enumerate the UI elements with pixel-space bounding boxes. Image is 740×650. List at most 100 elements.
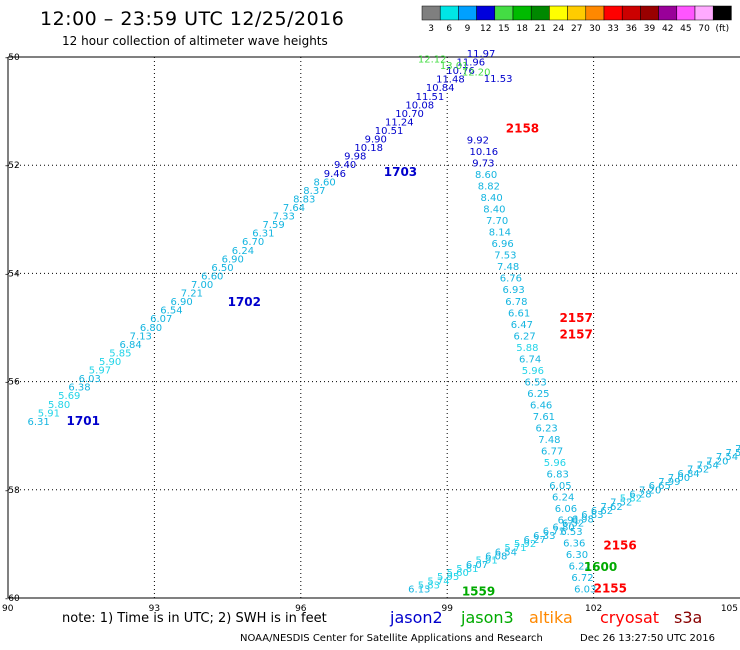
wave-label-track-d: 12.20 [462,67,491,78]
wave-label-track-a: 6.54 [160,306,182,317]
x-tick-label: 102 [585,604,602,614]
pass-time-label: 1703 [384,165,417,179]
legend-swatch [621,5,641,21]
wave-label-track-b: 5.96 [544,458,566,469]
wave-label-track-a: 7.13 [130,331,152,342]
legend-swatch [640,5,659,21]
wave-label-track-b: 7.61 [533,412,555,423]
generation-timestamp: Dec 26 13:27:50 UTC 2016 [580,633,715,644]
legend-swatch [676,5,696,21]
wave-label-track-b: 9.73 [472,159,494,170]
wave-label-track-b: 7.48 [497,262,519,273]
wave-label-track-c: 7.99 [658,477,680,488]
x-tick-label: 105 [721,604,738,614]
wave-label-track-a: 10.84 [426,83,455,94]
wave-label-track-a: 9.40 [334,160,356,171]
wave-label-track-c: 6.52 [562,518,584,529]
wave-label-track-c: 6.71 [543,527,565,538]
pass-time-label: 2155 [594,582,627,596]
wave-label-track-d: 11.53 [484,74,513,85]
wave-label-track-b: 6.74 [519,354,541,365]
wave-label-track-b: 6.83 [547,469,569,480]
wave-label-track-a: 9.98 [344,152,366,163]
pass-time-label: 2158 [506,122,539,136]
legend-swatch [567,5,587,21]
legend-label: 42 [662,24,673,34]
legend-label: 27 [571,24,582,34]
legend-swatch [549,5,568,21]
wave-label-track-c: 7.52 [610,498,632,509]
y-tick-label: -54 [5,269,20,279]
wave-label-track-b: 6.78 [505,297,527,308]
legend-swatch [512,5,532,21]
wave-label-track-b: 6.36 [563,539,585,550]
legend-label: 21 [535,24,546,34]
wave-label-track-b: 6.77 [541,446,563,457]
wave-label-track-a: 7.00 [191,280,213,291]
legend-swatch [530,5,550,21]
wave-label-track-b: 6.22 [569,562,591,573]
legend-swatch [694,5,714,21]
wave-label-track-a: 6.07 [150,314,172,325]
wave-label-track-d: 13.01 [440,61,469,72]
legend-swatch [439,5,459,21]
sat-jason3: jason3 [461,608,514,627]
wave-label-track-a: 10.08 [405,100,434,111]
legend-label: 9 [465,24,471,34]
wave-label-track-a: 6.31 [252,229,274,240]
sat-altika: altika [529,608,573,627]
color-legend: 3 6 9 12 15 18 21 24 27 30 33 36 39 42 45 70 (ft) [421,5,732,34]
wave-label-track-a: 11.96 [457,58,486,69]
legend-unit: (ft) [716,24,730,34]
wave-label-track-a: 6.60 [201,271,223,282]
legend-swatch [476,5,496,21]
x-tick-label: 96 [295,604,307,614]
pass-time-label: 2157 [559,327,592,341]
wave-label-track-c: 7.53 [726,448,740,459]
legend-swatch [658,5,678,21]
wave-label-track-b: 8.82 [478,182,500,193]
wave-label-track-a: 6.24 [232,246,254,257]
legend-swatch [494,5,514,21]
wave-label-track-b: 6.47 [511,320,533,331]
wave-label-track-b: 6.96 [491,239,513,250]
wave-label-track-c: 7.20 [639,485,661,496]
wave-label-track-a: 6.84 [119,340,141,351]
wave-label-track-a: 10.51 [375,126,404,137]
wave-label-track-c: 5.74 [427,576,449,587]
wave-label-track-a: 8.60 [314,177,336,188]
legend-swatch [585,5,605,21]
wave-height-labels: 6.315.915.805.696.386.035.975.905.856.84… [28,49,740,596]
legend-label: 39 [644,24,656,34]
wave-label-track-a: 5.97 [89,366,111,377]
y-tick-label: -56 [5,378,20,388]
wave-label-track-c: 6.65 [649,481,671,492]
legend-swatch [712,5,732,21]
wave-label-track-b: 6.03 [574,585,596,596]
wave-label-track-c: 6.13 [408,585,430,596]
y-tick-label: -60 [5,594,20,604]
legend-label: 3 [428,24,434,34]
legend-label: 45 [680,24,691,34]
wave-label-track-c: 6.54 [495,547,517,558]
wave-label-track-c: 6.27 [524,535,546,546]
wave-label-track-b: 5.96 [522,366,544,377]
wave-label-track-c: 6.80 [552,523,574,534]
wave-label-track-c: 6.07 [466,560,488,571]
wave-label-track-c: 7.54 [716,452,738,463]
wave-label-track-c: 6.33 [533,531,555,542]
credit-line: NOAA/NESDIS Center for Satellite Applica… [240,633,543,644]
wave-label-track-a: 6.38 [68,383,90,394]
y-tick-label: -50 [5,53,20,63]
legend-label: 6 [446,24,452,34]
legend-swatch [603,5,623,21]
wave-label-track-b: 6.72 [571,573,593,584]
wave-label-track-a: 5.91 [38,408,60,419]
legend-label: 33 [607,24,618,34]
wave-label-track-a: 6.03 [79,374,101,385]
wave-label-track-b: 6.25 [527,389,549,400]
legend-label: 36 [626,24,638,34]
wave-label-track-b: 6.53 [560,527,582,538]
wave-label-track-b: 8.40 [480,193,502,204]
